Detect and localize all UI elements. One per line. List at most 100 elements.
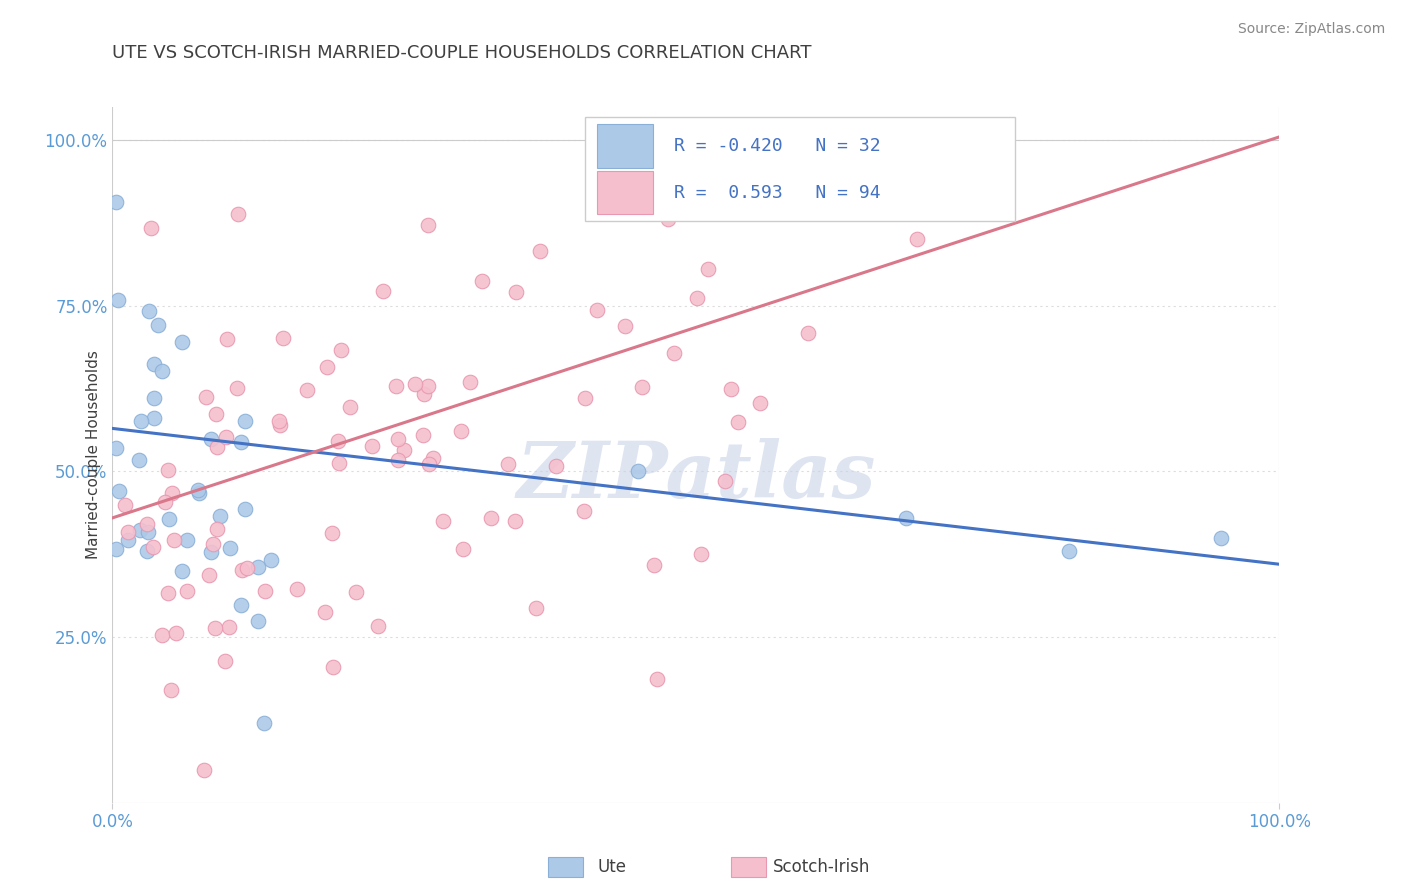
Point — [205, 407, 228, 421]
Point — [432, 514, 454, 528]
Point — [226, 381, 249, 395]
Point — [105, 541, 128, 556]
FancyBboxPatch shape — [596, 124, 652, 168]
Point — [727, 415, 749, 429]
Point — [156, 586, 179, 600]
Point — [367, 619, 389, 633]
Point — [235, 414, 257, 428]
Point — [689, 548, 711, 562]
Point — [129, 523, 152, 537]
Point — [143, 357, 166, 371]
Point — [128, 453, 150, 467]
Point — [645, 673, 668, 687]
Point — [450, 425, 472, 439]
Point — [387, 433, 409, 447]
Point — [201, 537, 224, 551]
Point — [172, 564, 194, 578]
Point — [229, 435, 252, 450]
Point — [271, 330, 294, 344]
Point — [150, 364, 173, 378]
Point — [107, 293, 129, 307]
Point — [235, 561, 257, 575]
Point — [496, 457, 519, 471]
Point — [524, 600, 547, 615]
Point — [529, 244, 551, 258]
Point — [720, 383, 742, 397]
Point — [839, 127, 862, 141]
Point — [422, 450, 444, 465]
Point — [418, 379, 440, 393]
Point — [205, 522, 228, 536]
Point — [797, 326, 820, 340]
Point — [150, 628, 173, 642]
FancyBboxPatch shape — [596, 171, 652, 214]
FancyBboxPatch shape — [585, 118, 1015, 221]
Point — [503, 514, 526, 528]
Point — [627, 465, 650, 479]
Point — [176, 583, 198, 598]
Point — [330, 343, 353, 357]
Point — [253, 584, 276, 599]
Point — [136, 544, 159, 558]
Text: ZIPatlas: ZIPatlas — [516, 438, 876, 514]
Point — [697, 261, 720, 276]
Point — [631, 379, 654, 393]
Point — [160, 683, 183, 698]
Point — [117, 533, 139, 548]
Point — [328, 434, 350, 449]
Point — [247, 560, 270, 574]
Point — [321, 525, 343, 540]
Point — [231, 598, 253, 612]
Point — [546, 458, 568, 473]
Point — [657, 212, 679, 227]
Point — [117, 524, 139, 539]
Point — [328, 456, 350, 470]
Point — [193, 763, 215, 777]
Point — [412, 428, 434, 442]
Point — [371, 284, 394, 298]
Point — [218, 619, 240, 633]
Point — [157, 511, 180, 525]
Text: Scotch-Irish: Scotch-Irish — [773, 858, 870, 876]
Point — [215, 430, 238, 444]
Point — [163, 533, 186, 548]
Point — [643, 558, 665, 572]
Point — [247, 614, 270, 628]
Text: UTE VS SCOTCH-IRISH MARRIED-COUPLE HOUSEHOLDS CORRELATION CHART: UTE VS SCOTCH-IRISH MARRIED-COUPLE HOUSE… — [112, 45, 813, 62]
Point — [226, 207, 249, 221]
Point — [385, 379, 408, 393]
Point — [686, 160, 709, 174]
Point — [187, 483, 209, 497]
Point — [139, 221, 162, 235]
Point — [316, 359, 339, 374]
Point — [105, 194, 128, 209]
Point — [205, 440, 228, 454]
Point — [269, 414, 291, 428]
Point — [322, 660, 344, 674]
Point — [129, 414, 152, 428]
Point — [905, 232, 928, 246]
Point — [160, 485, 183, 500]
Point — [613, 319, 636, 334]
Point — [652, 170, 675, 185]
Point — [259, 552, 281, 566]
Point — [143, 392, 166, 406]
Point — [138, 304, 160, 318]
Point — [172, 334, 194, 349]
Point — [749, 396, 772, 410]
Point — [285, 582, 308, 596]
Point — [114, 498, 136, 512]
Text: R = -0.420   N = 32: R = -0.420 N = 32 — [673, 137, 880, 155]
Point — [314, 605, 336, 619]
Point — [146, 318, 169, 332]
Point — [165, 626, 187, 640]
Point — [195, 390, 218, 404]
Point — [339, 401, 361, 415]
Point — [413, 387, 436, 401]
Point — [219, 541, 242, 555]
Point — [188, 486, 211, 500]
Point — [416, 218, 439, 232]
Point — [108, 483, 131, 498]
Text: R =  0.593   N = 94: R = 0.593 N = 94 — [673, 184, 880, 202]
Point — [458, 375, 481, 389]
